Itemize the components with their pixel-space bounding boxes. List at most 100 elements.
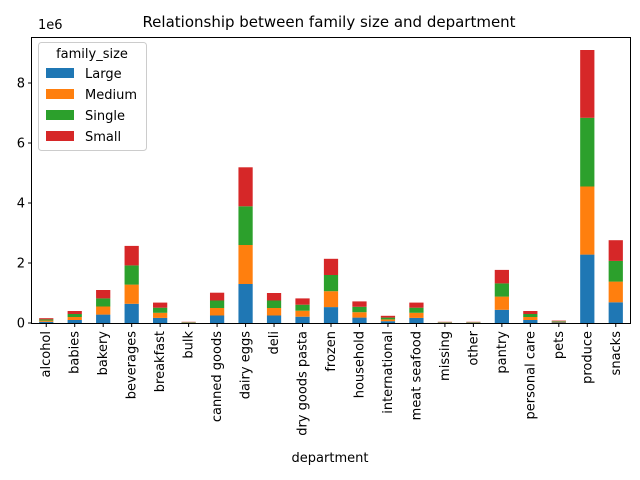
bar-segment: [153, 307, 168, 313]
legend-swatch: [46, 110, 74, 120]
legend-swatch: [46, 89, 74, 99]
bar-segment: [551, 322, 566, 323]
bar-segment: [523, 314, 538, 317]
y-tick-label: 2: [17, 257, 25, 272]
bar-segment: [295, 304, 310, 311]
bar-segment: [96, 290, 111, 299]
bar-segment: [266, 315, 282, 323]
bar-segment: [580, 186, 595, 255]
x-tick-label: household: [352, 331, 367, 398]
y-axis: 0 2 4 6 8: [17, 77, 32, 332]
x-tick-label: deli: [267, 331, 282, 354]
bar-segment: [295, 298, 310, 305]
bar-segment: [523, 311, 538, 314]
bar-segment: [551, 321, 566, 322]
bar-segment: [295, 310, 310, 317]
x-axis: alcohol babies bakery beverages breakfast bul…: [39, 323, 624, 436]
bar-segment: [67, 320, 82, 323]
bar-segment: [209, 308, 225, 316]
x-tick-label: beverages: [125, 331, 140, 400]
bar-segment: [323, 258, 339, 275]
bar-segment: [124, 284, 139, 304]
y-scale-label: 1e6: [38, 18, 63, 33]
y-tick-label: 4: [17, 197, 25, 212]
bar-segment: [67, 314, 82, 317]
bar-segment: [238, 167, 253, 207]
x-tick-label: international: [381, 331, 396, 414]
bar-segment: [409, 307, 424, 313]
plot-frame: [31, 37, 631, 324]
bar-segment: [266, 308, 282, 316]
bar-segment: [124, 265, 139, 285]
bar-segment: [39, 318, 54, 320]
chart-title: Relationship between family size and dep…: [142, 13, 515, 31]
bar-segment: [295, 316, 310, 323]
bar-segment: [39, 319, 54, 321]
bar-segment: [494, 309, 509, 323]
bar-segment: [551, 320, 566, 322]
bar-segment: [124, 303, 139, 323]
x-tick-label: dry goods pasta: [296, 331, 311, 436]
bar-segment: [380, 315, 396, 318]
x-tick-label: produce: [580, 331, 595, 384]
bar-segment: [238, 206, 253, 245]
legend-label: Large: [85, 67, 122, 82]
bar-segment: [153, 317, 168, 323]
bar-segment: [67, 311, 82, 314]
bar-segment: [608, 240, 623, 261]
x-tick-label: canned goods: [210, 331, 225, 422]
bar-segment: [238, 245, 253, 284]
legend-swatch: [46, 68, 74, 78]
bar-segment: [494, 269, 509, 284]
bar-segment: [523, 320, 538, 323]
bar-segment: [608, 281, 623, 303]
x-axis-label: department: [292, 451, 369, 466]
x-tick-label: missing: [438, 331, 453, 381]
bar-segment: [580, 50, 595, 118]
bar-segment: [96, 306, 111, 315]
x-tick-label: personal care: [523, 331, 538, 419]
x-tick-label: frozen: [324, 331, 339, 372]
bar-segment: [409, 312, 424, 318]
bar-segment: [523, 317, 538, 320]
bar-segment: [352, 312, 367, 318]
bar-segment: [608, 260, 623, 282]
x-tick-label: breakfast: [153, 331, 168, 392]
x-tick-label: bulk: [182, 331, 197, 359]
x-tick-label: babies: [68, 331, 83, 374]
bar-segment: [266, 300, 282, 308]
bar-segment: [39, 320, 54, 322]
legend-swatch: [46, 131, 74, 141]
bar-segment: [352, 301, 367, 307]
bar-segment: [209, 292, 225, 301]
legend: family_size Large Medium Single Small: [38, 42, 147, 151]
bar-segment: [153, 312, 168, 318]
bar-segment: [380, 321, 396, 323]
x-tick-label: pantry: [495, 331, 510, 374]
bar-segment: [153, 302, 168, 308]
bar-segment: [580, 117, 595, 187]
bar-segment: [352, 306, 367, 313]
bar-segment: [67, 317, 82, 320]
bar-segment: [124, 245, 139, 266]
legend-label: Small: [85, 130, 121, 145]
bar-segment: [323, 275, 339, 292]
bar-segment: [209, 315, 225, 323]
bar-segment: [238, 284, 253, 323]
x-tick-label: snacks: [609, 331, 624, 376]
bar-segment: [494, 296, 509, 310]
x-tick-label: pets: [552, 331, 567, 359]
y-tick-label: 0: [17, 317, 25, 332]
x-tick-label: alcohol: [39, 331, 54, 377]
x-tick-label: meat seafood: [409, 331, 424, 420]
legend-label: Medium: [85, 88, 137, 103]
bar-segment: [39, 321, 54, 323]
bar-segment: [209, 300, 225, 308]
x-tick-label: bakery: [96, 331, 111, 376]
bar-segment: [266, 293, 282, 301]
bar-segment: [409, 302, 424, 308]
bar-segment: [380, 317, 396, 320]
bar-segment: [409, 317, 424, 323]
bar-group: [39, 50, 623, 323]
